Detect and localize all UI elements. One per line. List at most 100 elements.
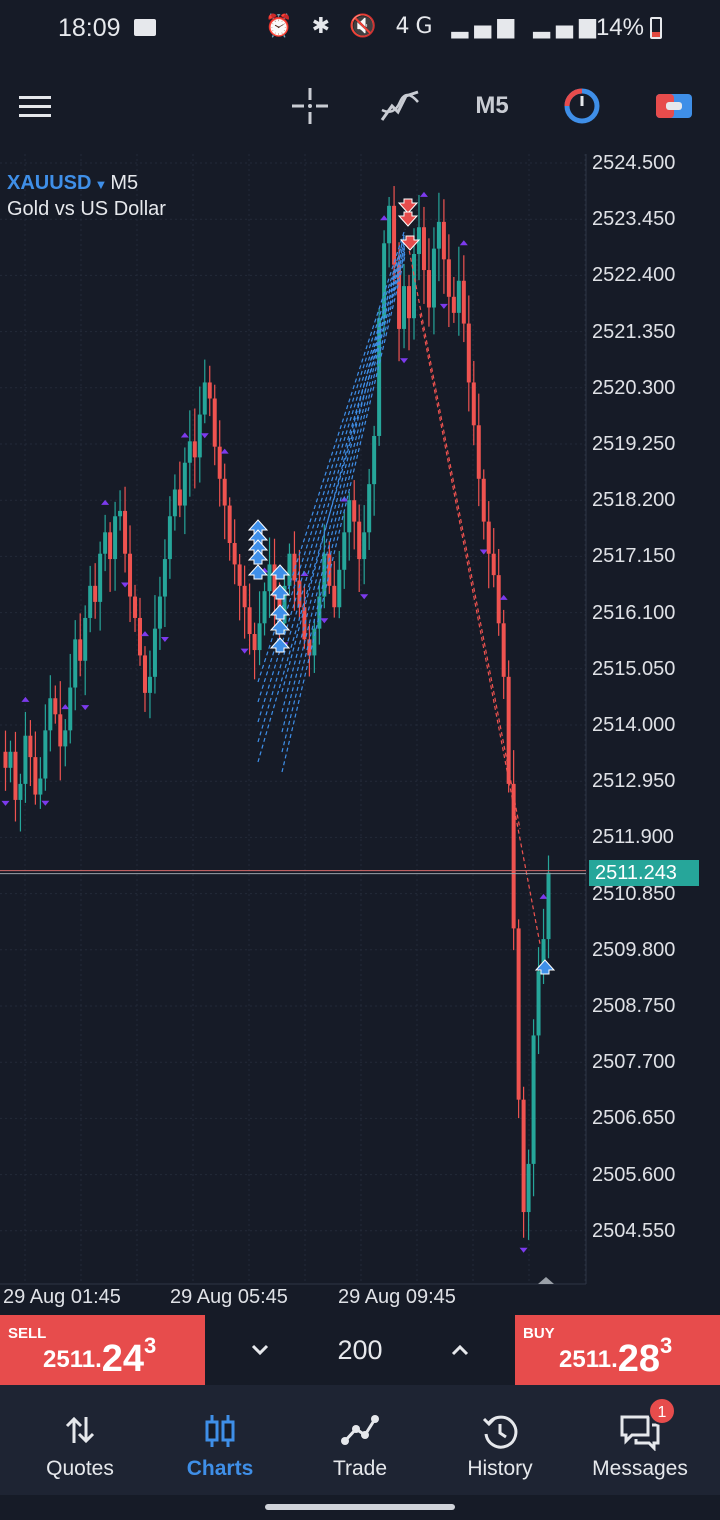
candle-body bbox=[197, 414, 202, 458]
tab-quotes[interactable]: Quotes bbox=[10, 1385, 150, 1495]
price-tick-label: 2524.500 bbox=[592, 152, 676, 174]
candle-body bbox=[466, 323, 471, 383]
price-tick-label: 2520.300 bbox=[592, 376, 676, 399]
fractal-marker bbox=[300, 570, 309, 576]
candlestick-chart[interactable] bbox=[0, 154, 720, 1314]
fractal-marker bbox=[200, 433, 209, 439]
candle-body bbox=[177, 489, 182, 506]
candle-body bbox=[481, 478, 486, 522]
price-tick-label: 2511.900 bbox=[592, 826, 674, 849]
candles-icon bbox=[205, 1415, 235, 1447]
tab-trade[interactable]: Trade bbox=[290, 1385, 430, 1495]
sell-button[interactable]: SELL 2511.243 bbox=[0, 1315, 205, 1385]
buy-arrow-marker bbox=[269, 619, 291, 635]
candle-body bbox=[247, 607, 252, 635]
candle-body bbox=[297, 580, 302, 608]
candle-body bbox=[73, 639, 78, 688]
candle-body bbox=[202, 382, 207, 415]
crosshair-icon[interactable] bbox=[284, 58, 336, 154]
candle-body bbox=[461, 280, 466, 324]
chevron-up-icon[interactable] bbox=[445, 1335, 475, 1365]
candle-body bbox=[526, 1163, 531, 1213]
candle-body bbox=[506, 676, 511, 784]
candle-body bbox=[48, 698, 53, 731]
candle-body bbox=[53, 698, 58, 715]
candle-body bbox=[352, 500, 357, 522]
candle-body bbox=[337, 569, 342, 608]
candle-body bbox=[207, 382, 212, 399]
candle-body bbox=[516, 928, 521, 1100]
folder-icon bbox=[134, 19, 156, 36]
candle-body bbox=[242, 585, 247, 608]
candle-body bbox=[407, 286, 412, 319]
fractal-marker bbox=[360, 594, 369, 600]
candle-body bbox=[123, 510, 128, 554]
symbol-description: Gold vs US Dollar bbox=[7, 198, 166, 220]
trade-panel-icon[interactable] bbox=[648, 58, 700, 154]
candle-body bbox=[63, 730, 68, 747]
candle-body bbox=[147, 676, 152, 693]
candle-body bbox=[536, 971, 541, 1036]
bottom-navigation: Quotes Charts Trade History 1 Messages bbox=[0, 1385, 720, 1495]
timeframe-button[interactable]: M5 bbox=[475, 92, 509, 119]
tab-history[interactable]: History bbox=[430, 1385, 570, 1495]
tab-messages[interactable]: 1 Messages bbox=[570, 1385, 710, 1495]
fractal-marker bbox=[101, 499, 110, 505]
fractal-marker bbox=[400, 358, 409, 364]
candle-body bbox=[167, 516, 172, 560]
candle-body bbox=[18, 783, 23, 800]
candle-body bbox=[237, 564, 242, 586]
trade-connector-line bbox=[419, 313, 541, 945]
trade-connector-line bbox=[257, 228, 406, 683]
fractal-marker bbox=[21, 696, 30, 702]
fractal-marker bbox=[499, 594, 508, 600]
buy-arrow-marker bbox=[247, 564, 269, 580]
candle-body bbox=[28, 735, 33, 758]
status-icons: ⏰ ✱ 🔇 4G ▂▄▆ ▂▄▆ bbox=[265, 14, 602, 39]
one-click-trading-icon[interactable] bbox=[556, 58, 608, 154]
menu-icon[interactable] bbox=[10, 58, 60, 154]
status-time: 18:09 bbox=[58, 14, 121, 42]
time-tick-label: 29 Aug 01:45 bbox=[3, 1286, 121, 1308]
candle-body bbox=[307, 639, 312, 656]
fractal-marker bbox=[240, 648, 249, 654]
price-tick-label: 2522.400 bbox=[592, 264, 676, 287]
tab-charts[interactable]: Charts bbox=[150, 1385, 290, 1495]
price-chart[interactable]: XAUUSD ▼ M5 Gold vs US Dollar 2524.500 2523… bbox=[0, 152, 720, 1314]
candle-body bbox=[128, 553, 133, 597]
candle-body bbox=[332, 585, 337, 608]
chevron-down-icon[interactable] bbox=[245, 1335, 275, 1365]
candle-body bbox=[312, 628, 317, 656]
candle-body bbox=[78, 639, 83, 661]
price-tick-label: 2518.200 bbox=[592, 489, 676, 512]
buy-arrow-marker bbox=[269, 564, 291, 580]
chevron-down-icon[interactable]: ▼ bbox=[94, 177, 108, 192]
candle-body bbox=[118, 510, 123, 517]
lot-size-value[interactable]: 200 bbox=[337, 1335, 383, 1365]
buy-arrow-marker bbox=[269, 584, 291, 600]
candle-body bbox=[227, 505, 232, 544]
battery-icon bbox=[650, 17, 662, 39]
fractal-marker bbox=[81, 705, 90, 711]
candle-body bbox=[93, 585, 98, 602]
candle-body bbox=[362, 532, 367, 560]
price-tick-label: 2505.600 bbox=[592, 1163, 676, 1186]
price-tick-label: 2523.450 bbox=[592, 208, 676, 231]
status-bar: 18:09 ⏰ ✱ 🔇 4G ▂▄▆ ▂▄▆ 14% bbox=[0, 0, 720, 58]
chart-symbol[interactable]: XAUUSD ▼ M5 bbox=[7, 172, 138, 195]
buy-arrow-marker bbox=[269, 604, 291, 620]
candle-body bbox=[476, 425, 481, 479]
trade-connector-line bbox=[281, 231, 406, 693]
fractal-marker bbox=[419, 191, 428, 197]
symbol-name[interactable]: XAUUSD bbox=[7, 172, 92, 194]
buy-button[interactable]: BUY 2511.283 bbox=[515, 1315, 720, 1385]
indicators-icon[interactable] bbox=[374, 58, 426, 154]
arrows-up-down-icon bbox=[65, 1416, 95, 1444]
candle-body bbox=[38, 778, 43, 795]
candle-body bbox=[471, 382, 476, 426]
candle-body bbox=[511, 783, 516, 929]
chart-toolbar: M5 bbox=[0, 58, 720, 154]
buy-arrow-marker bbox=[247, 539, 269, 555]
fractal-marker bbox=[140, 631, 149, 637]
candle-body bbox=[68, 687, 73, 731]
